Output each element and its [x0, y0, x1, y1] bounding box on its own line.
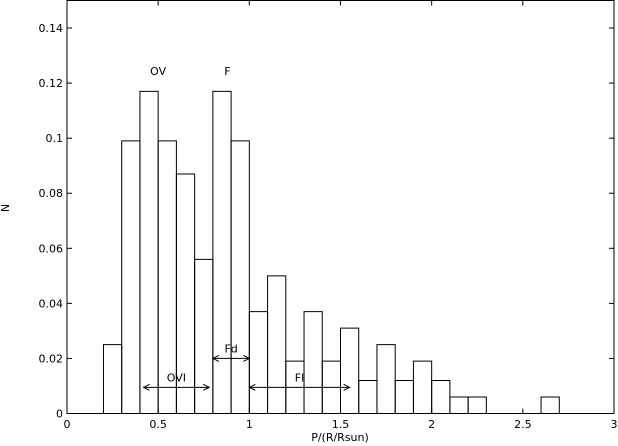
range-label: Fl: [295, 371, 304, 384]
histogram-bar: [412, 360, 433, 414]
x-tick-label: 0: [64, 418, 71, 431]
histogram-bar: [102, 344, 123, 414]
x-tick-label: 0.5: [149, 418, 167, 431]
y-tick-label: 0.14: [39, 22, 64, 35]
histogram-bar: [358, 379, 378, 414]
histogram-bar: [431, 379, 451, 414]
y-tick-label: 0.12: [39, 77, 64, 90]
histogram-bar: [449, 396, 469, 414]
histogram-bar: [340, 327, 360, 414]
histogram-bar: [267, 275, 287, 414]
range-arrowhead: [248, 383, 256, 391]
y-tick-label: 0.02: [39, 352, 64, 365]
y-tick-label: 0.06: [39, 242, 64, 255]
range-label: OVI: [167, 371, 186, 384]
x-tick-label: 3: [611, 418, 618, 431]
histogram-bar: [212, 90, 232, 414]
y-tick-label: 0.1: [46, 132, 64, 145]
range-arrowhead: [202, 383, 211, 391]
peak-annotation: F: [224, 65, 230, 78]
annotations: OV F OVI Fd Fl: [142, 65, 351, 391]
histogram-bar: [467, 396, 487, 414]
y-tick-label: 0.08: [39, 187, 64, 200]
axis-ticks: 0 0.5 1 1.5 2 2.5 3 0 0.02 0.04 0.06 0.08 0.1 0.12 0.1…: [39, 0, 618, 431]
x-tick-label: 1.5: [332, 418, 350, 431]
range-arrowhead: [243, 354, 251, 362]
y-tick-label: 0: [56, 408, 63, 421]
histogram-bar: [376, 344, 396, 414]
histogram-bar: [540, 396, 560, 414]
x-tick-label: 2.5: [514, 418, 532, 431]
x-tick-label: 1: [246, 418, 253, 431]
x-axis-label: P/(R/Rsun): [311, 431, 369, 444]
range-arrowhead: [343, 383, 351, 391]
y-tick-label: 0.04: [39, 297, 64, 310]
histogram-bar: [230, 140, 250, 414]
range-arrowhead: [211, 354, 220, 362]
range-arrowhead: [142, 383, 150, 391]
histogram-bar: [121, 140, 141, 414]
y-axis-label: N: [0, 204, 12, 212]
histogram-bar: [139, 90, 159, 414]
peak-annotation: OV: [150, 65, 166, 78]
x-tick-label: 2: [428, 418, 435, 431]
histogram-bar: [394, 379, 414, 414]
range-label: Fd: [224, 342, 237, 355]
histogram-bars: [102, 90, 560, 414]
histogram-bar: [303, 311, 323, 414]
histogram-bar: [248, 311, 269, 414]
